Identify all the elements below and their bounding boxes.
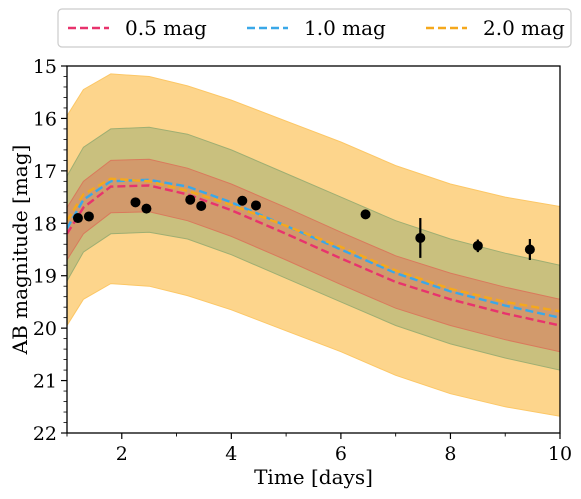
x-tick-label: 2 [116,443,128,465]
data-point [72,213,83,224]
model-lines [67,177,560,327]
data-point [237,195,248,206]
legend-label: 2.0 mag [483,16,565,40]
data-point [185,194,196,205]
y-tick-label: 17 [33,161,57,183]
legend: 0.5 mag 1.0 mag 2.0 mag [57,8,572,48]
legend-box [57,8,572,48]
y-tick-label: 20 [33,318,57,340]
x-axis-label: Time [days] [254,465,373,489]
line-0-5-mag [67,184,560,327]
x-tick-label: 8 [444,443,456,465]
y-tick-label: 18 [33,213,57,235]
data-point [83,211,94,222]
x-tick-label: 10 [548,443,572,465]
y-tick-label: 15 [33,56,57,78]
y-axis-label: AB magnitude [mag] [8,145,32,356]
plot-frame [66,65,561,434]
y-tick-label: 19 [33,266,57,288]
axes: 2 4 6 8 10 15 16 17 18 19 20 21 22 Time [days] AB magn… [8,56,572,489]
data-point [360,209,371,220]
legend-label: 1.0 mag [304,16,386,40]
x-tick-label: 4 [225,443,237,465]
data-point [472,240,483,251]
data-point [415,232,426,243]
data-point [196,200,207,211]
data-point [141,203,152,214]
legend-label: 0.5 mag [125,16,207,40]
data-point [524,244,535,255]
y-tick-label: 21 [33,371,57,393]
y-tick-label: 16 [33,108,57,130]
data-point [130,197,141,208]
x-tick-label: 6 [335,443,347,465]
observation-points [72,194,535,260]
y-tick-label: 22 [33,423,57,445]
data-point [250,200,261,211]
line-1-0-mag [67,178,560,319]
